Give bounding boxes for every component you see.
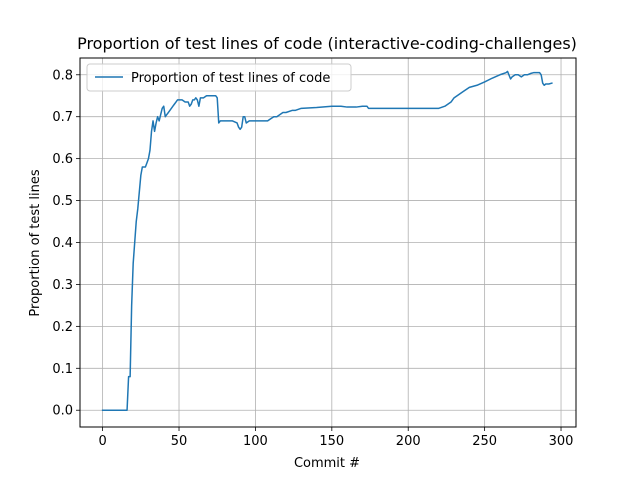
x-tick-label: 200 (396, 434, 421, 449)
chart-title: Proportion of test lines of code (intera… (77, 34, 577, 53)
x-axis-label: Commit # (294, 456, 360, 471)
y-tick-label: 0.8 (52, 68, 73, 83)
legend-label: Proportion of test lines of code (131, 71, 330, 86)
y-tick-label: 0.6 (52, 152, 73, 167)
series-line (101, 70, 553, 411)
y-tick-label: 0.0 (52, 404, 73, 419)
y-tick-label: 0.1 (52, 362, 73, 377)
y-tick-label: 0.5 (52, 194, 73, 209)
x-tick-label: 150 (319, 434, 344, 449)
x-tick-label: 250 (472, 434, 497, 449)
y-axis-label: Proportion of test lines (28, 169, 43, 316)
legend-box (86, 63, 352, 92)
y-tick-label: 0.3 (52, 278, 73, 293)
x-tick-label: 50 (171, 434, 188, 449)
series-layer (101, 70, 553, 411)
x-tick-label: 300 (549, 434, 574, 449)
y-tick-label: 0.2 (52, 320, 73, 335)
legend: Proportion of test lines of code (86, 63, 352, 92)
grid-lines (80, 58, 576, 427)
x-tick-label: 0 (98, 434, 106, 449)
tick-labels: 0 50 100 150 200 250 300 0.0 0.1 0.2 0.3 0.4 0.5 0.6 0… (52, 68, 573, 449)
y-tick-label: 0.7 (52, 110, 73, 125)
y-tick-label: 0.4 (52, 236, 73, 251)
tick-marks (76, 74, 562, 431)
x-tick-label: 100 (243, 434, 268, 449)
